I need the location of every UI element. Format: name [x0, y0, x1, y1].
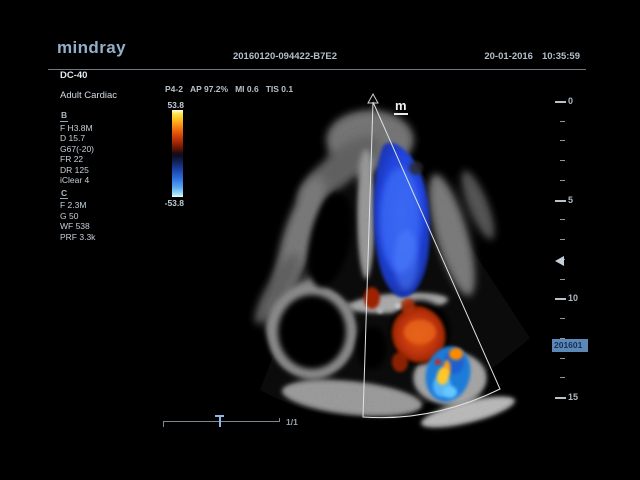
- c-mode-label: C: [60, 187, 69, 199]
- param-line: D 15.7: [60, 133, 86, 143]
- depth-tick-minor: [560, 357, 565, 359]
- depth-tick-minor: [560, 160, 565, 162]
- depth-tick-minor: [560, 377, 565, 379]
- cine-scroll-start-cap: [163, 421, 164, 427]
- c-mode-params: F 2.3M G 50 WF 538 PRF 3.3k: [60, 200, 155, 242]
- time-label: 10:35:59: [541, 51, 580, 62]
- datetime: 20-01-2016 10:35:59: [430, 51, 580, 62]
- thumbnail-badge[interactable]: 201601: [552, 339, 588, 352]
- probe-label: P4-2: [165, 84, 183, 94]
- param-line: iClear 4: [60, 175, 90, 185]
- depth-tick-minor: [560, 120, 565, 122]
- depth-tick-major: [555, 397, 566, 399]
- page-indicator: 1/1: [286, 417, 298, 427]
- orientation-marker: m: [394, 98, 408, 115]
- header-separator: [48, 69, 586, 70]
- depth-label: 10: [568, 293, 579, 304]
- depth-tick-minor: [560, 179, 565, 181]
- cine-scroll-end-cap: [279, 418, 280, 422]
- depth-tick-minor: [560, 219, 565, 221]
- param-line: F 2.3M: [60, 200, 87, 210]
- cine-scroll-track: [163, 421, 280, 422]
- depth-tick-minor: [560, 318, 565, 320]
- param-line: G67(-20): [60, 143, 95, 154]
- depth-tick-major: [555, 199, 566, 202]
- color-scale-max: 53.8: [167, 100, 184, 110]
- mi-label: MI 0.6: [235, 84, 259, 94]
- doppler-jet-blue: [373, 142, 431, 298]
- depth-tick-minor: [560, 239, 565, 241]
- exam-id: 20160120-094422-B7E2: [232, 51, 338, 62]
- param-line: G 50: [60, 210, 79, 221]
- tis-label: TIS 0.1: [265, 84, 294, 94]
- doppler-jet-mosaic: [425, 346, 471, 402]
- depth-label: 0: [568, 96, 574, 106]
- color-roi-outline[interactable]: [362, 101, 501, 419]
- b-mode-params: F H3.8M D 15.7 G67(-20) FR 22 DR 125 iClear 4: [60, 123, 155, 186]
- acoustic-power-label: AP 97.2%: [189, 84, 229, 94]
- param-line: PRF 3.3k: [60, 231, 96, 242]
- date-label: 20-01-2016: [484, 51, 533, 62]
- depth-tick-major: [555, 101, 566, 103]
- focus-position-marker[interactable]: [555, 256, 564, 266]
- exam-preset: Adult Cardiac: [60, 89, 118, 101]
- echo-display[interactable]: [230, 70, 560, 445]
- parameter-sidebar: DC-40 Adult Cardiac B F H3.8M D 15.7 G67(-…: [60, 70, 155, 242]
- sector-apex-marker: [367, 92, 379, 104]
- param-line: DR 125: [60, 164, 89, 175]
- machine-model: DC-40: [60, 70, 88, 81]
- param-line: WF 538: [60, 221, 90, 231]
- depth-tick-major: [555, 298, 566, 301]
- valve-echo: [377, 308, 383, 314]
- acoustic-status-bar: P4-2 AP 97.2% MI 0.6 TIS 0.1: [165, 84, 300, 94]
- doppler-jet-red: [364, 287, 446, 372]
- color-scale-min: -53.8: [164, 198, 184, 208]
- depth-tick-minor: [560, 278, 565, 280]
- depth-tick-minor: [560, 337, 565, 339]
- param-line: F H3.8M: [60, 122, 93, 133]
- depth-tick-minor: [560, 140, 565, 142]
- depth-ruler: 0 5 10 15: [552, 0, 588, 480]
- param-line: FR 22: [60, 154, 84, 164]
- valve-echo: [395, 303, 401, 309]
- mindray-logo: mindray: [57, 38, 126, 57]
- depth-label: 5: [568, 194, 574, 205]
- b-mode-label: B: [60, 110, 69, 122]
- depth-label: 15: [568, 392, 579, 402]
- color-scale-bar: [172, 110, 183, 197]
- cine-scroll-handle[interactable]: [219, 415, 221, 427]
- echo-image: [252, 92, 530, 429]
